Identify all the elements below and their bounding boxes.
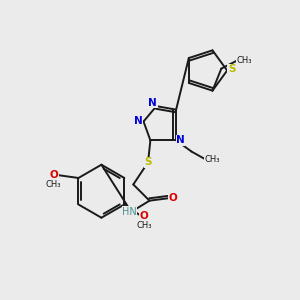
Text: N: N — [176, 135, 185, 145]
Text: N: N — [148, 98, 157, 108]
Text: O: O — [169, 193, 177, 203]
Text: HN: HN — [122, 207, 137, 217]
Text: CH₃: CH₃ — [205, 155, 220, 164]
Text: CH₃: CH₃ — [136, 220, 152, 230]
Text: O: O — [50, 170, 58, 180]
Text: N: N — [134, 116, 142, 127]
Text: CH₃: CH₃ — [46, 180, 62, 189]
Text: S: S — [144, 158, 152, 167]
Text: CH₃: CH₃ — [236, 56, 252, 65]
Text: O: O — [140, 211, 148, 221]
Text: S: S — [228, 64, 235, 74]
